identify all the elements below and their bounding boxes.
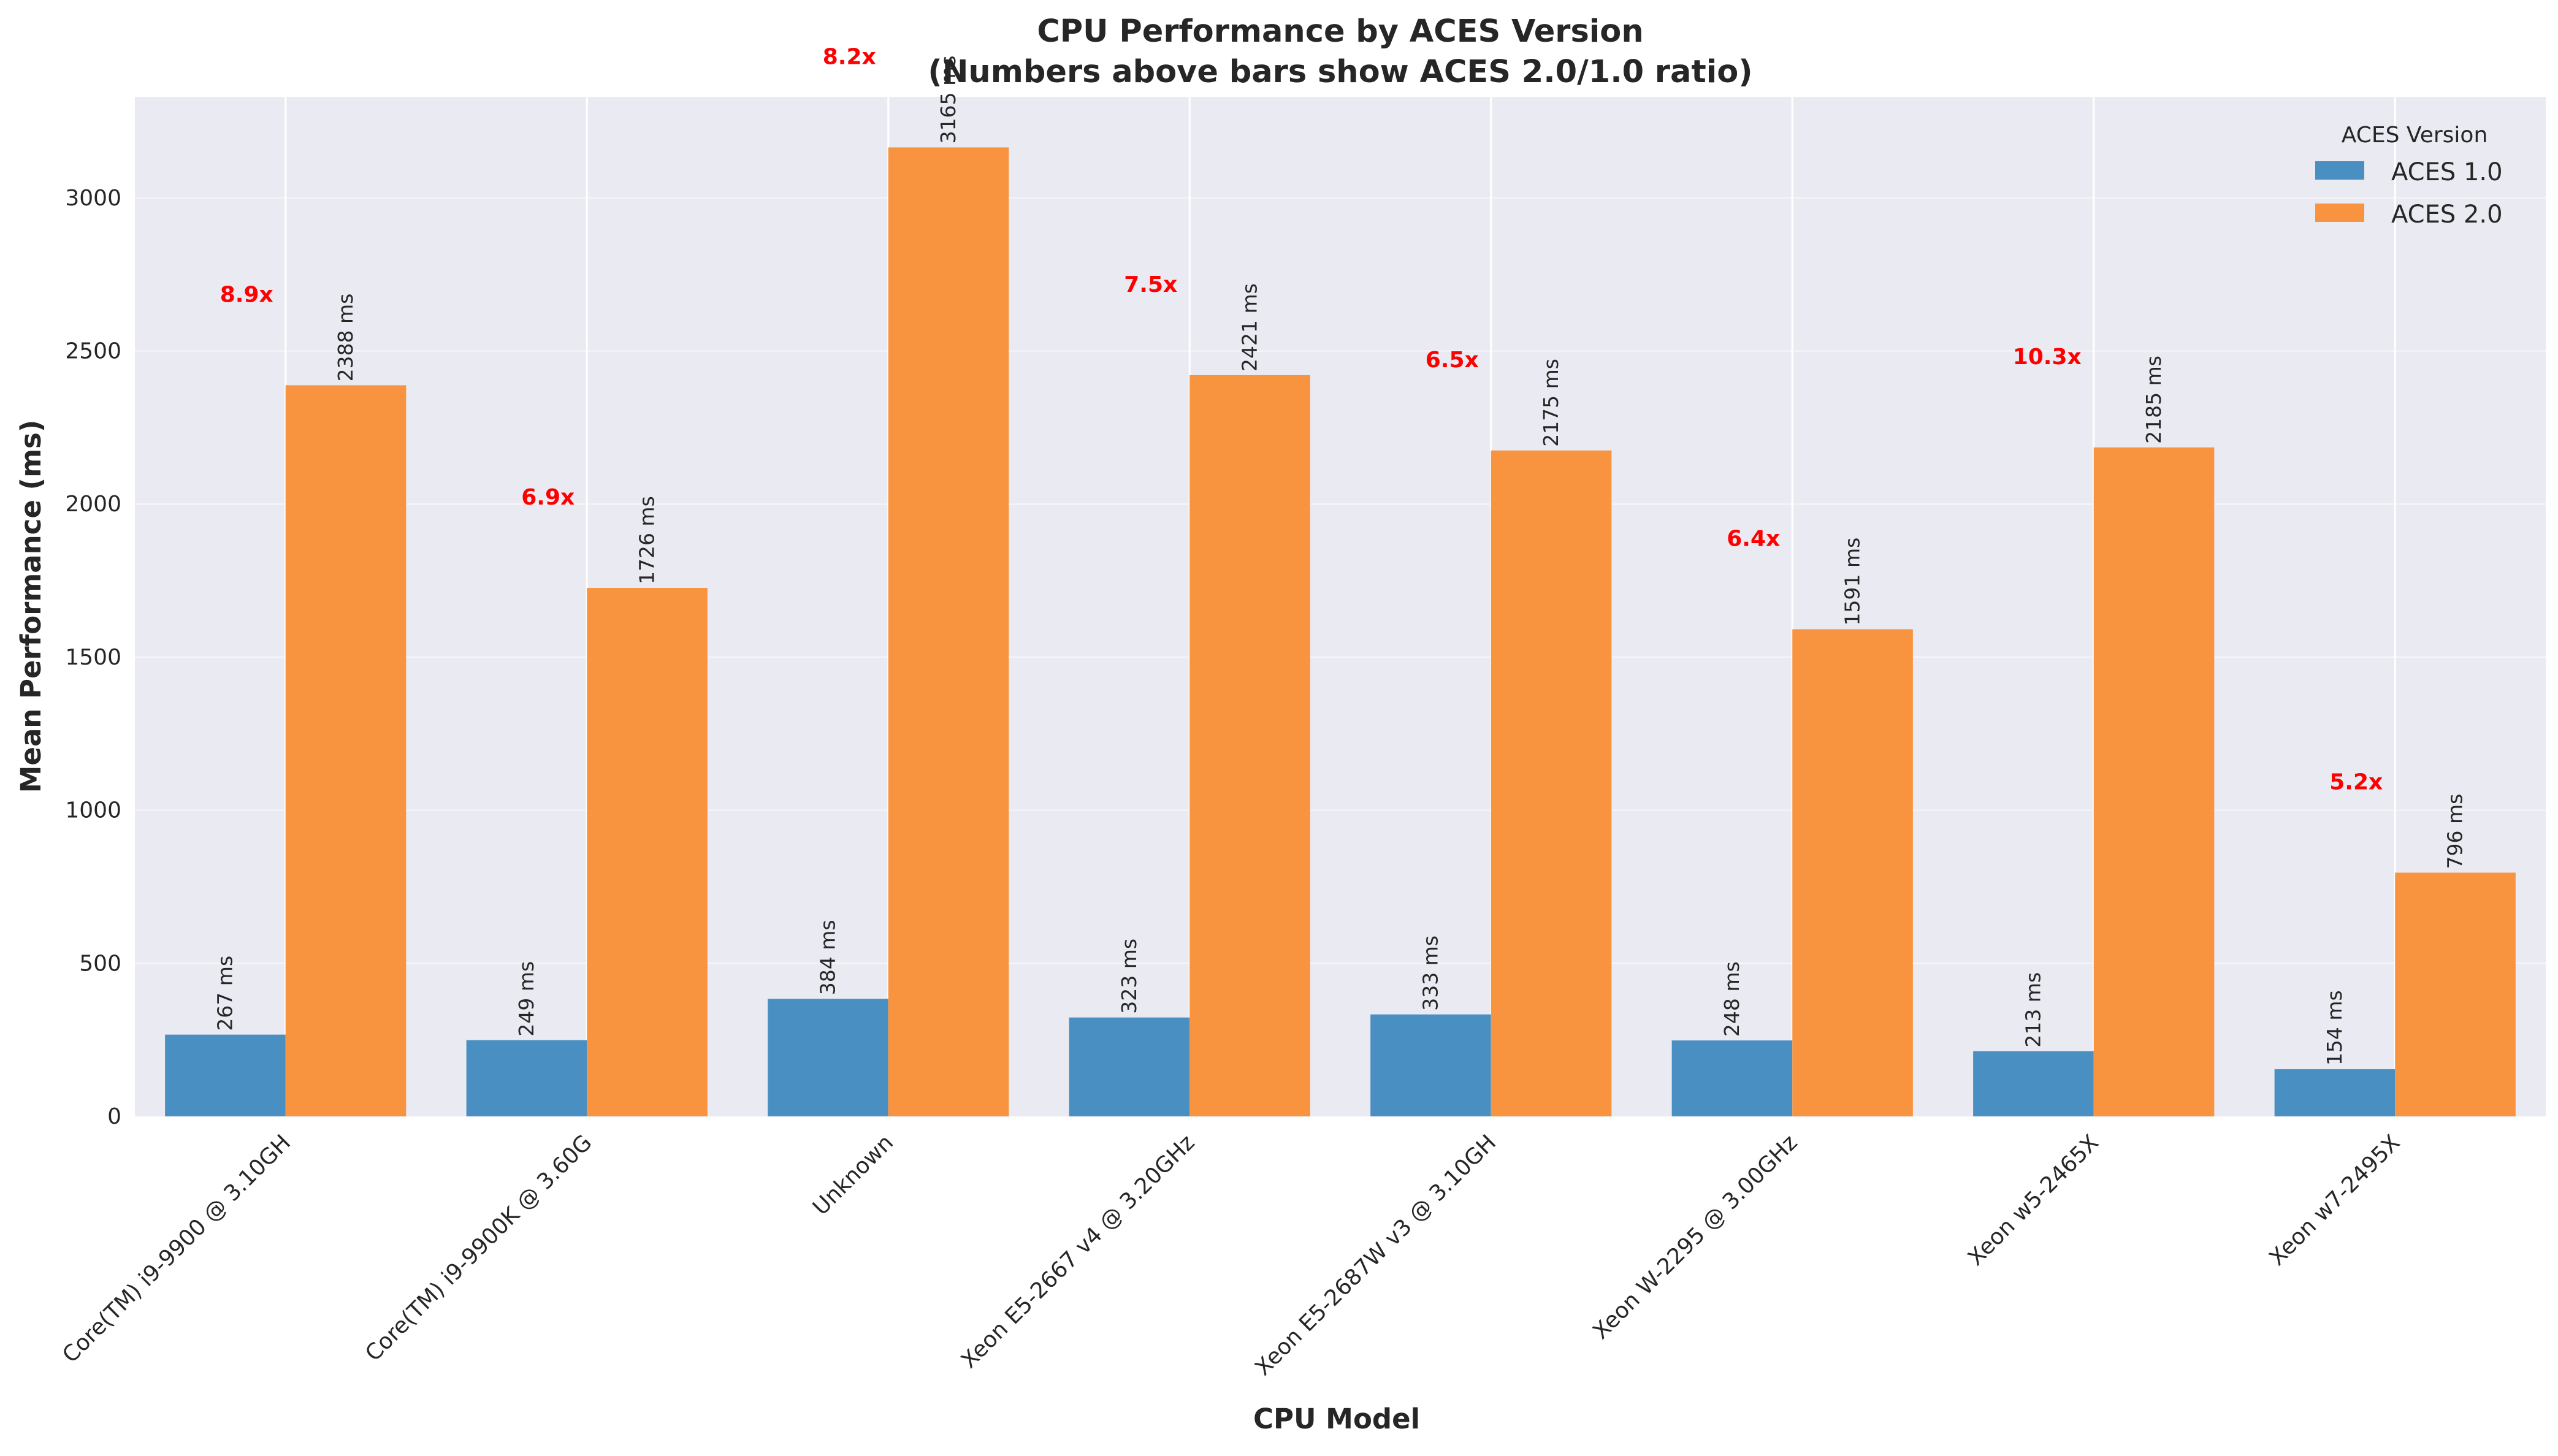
- bar-value-label: 333 ms: [1418, 936, 1442, 1011]
- ratio-label: 8.2x: [823, 44, 876, 69]
- x-tick-label: Xeon w7-2495X: [2264, 1130, 2405, 1270]
- legend-title: ACES Version: [2342, 123, 2488, 148]
- legend: ACES Version ACES 1.0 ACES 2.0: [2315, 123, 2503, 229]
- legend-label-aces-1: ACES 1.0: [2391, 158, 2503, 186]
- y-tick-label: 1000: [65, 798, 121, 823]
- legend-swatch-aces-1: [2315, 161, 2364, 180]
- bar-aces-1: [1671, 1040, 1793, 1116]
- bar-aces-2: [285, 385, 407, 1116]
- bar-aces-1: [466, 1040, 587, 1116]
- bar-aces-2: [888, 147, 1009, 1117]
- bar-value-label: 267 ms: [213, 956, 237, 1031]
- bar-value-label: 249 ms: [514, 961, 538, 1037]
- ratio-label: 6.4x: [1727, 526, 1780, 551]
- bar-aces-1: [165, 1034, 286, 1116]
- bar-value-label: 1726 ms: [635, 496, 659, 584]
- ratio-label: 7.5x: [1124, 272, 1177, 297]
- legend-label-aces-2: ACES 2.0: [2391, 200, 2503, 229]
- ratio-label: 6.5x: [1426, 348, 1479, 373]
- y-axis-label: Mean Performance (ms): [15, 420, 47, 793]
- bar-value-label: 2185 ms: [2142, 356, 2166, 444]
- bar-value-label: 3165 ms: [936, 56, 960, 144]
- bar-aces-1: [1370, 1014, 1491, 1116]
- ratio-label: 8.9x: [220, 282, 273, 307]
- bar-value-label: 2421 ms: [1238, 283, 1262, 372]
- bar-aces-2: [587, 588, 708, 1116]
- bar-value-label: 2388 ms: [334, 294, 357, 382]
- bar-value-label: 384 ms: [815, 920, 839, 995]
- bar-value-label: 213 ms: [2021, 972, 2045, 1048]
- x-tick-label: Core(TM) i9-9900K @ 3.60G: [361, 1130, 597, 1366]
- bar-aces-2: [2395, 872, 2516, 1116]
- bar-aces-1: [1069, 1017, 1190, 1116]
- x-tick-label: Core(TM) i9-9900 @ 3.10GH: [58, 1130, 296, 1368]
- ratio-label: 10.3x: [2013, 345, 2082, 370]
- ratio-label: 5.2x: [2329, 769, 2383, 795]
- x-tick-label: Xeon E5-2667 v4 @ 3.20GHz: [956, 1130, 1200, 1373]
- bar-aces-2: [1491, 450, 1612, 1116]
- x-tick-label: Xeon E5-2687W v3 @ 3.10GH: [1250, 1130, 1501, 1381]
- bar-value-label: 1591 ms: [1841, 538, 1865, 626]
- chart-title: CPU Performance by ACES Version: [1037, 13, 1643, 50]
- x-axis-label: CPU Model: [1253, 1403, 1420, 1435]
- y-tick-label: 2500: [65, 339, 121, 364]
- bar-aces-2: [1189, 375, 1310, 1116]
- ratio-label: 6.9x: [521, 485, 575, 510]
- bar-aces-2: [2093, 447, 2215, 1117]
- legend-swatch-aces-2: [2315, 204, 2364, 222]
- x-tick-label: Xeon w5-2465X: [1963, 1130, 2104, 1270]
- bar-value-label: 248 ms: [1720, 961, 1744, 1037]
- bar-aces-2: [1792, 629, 1913, 1116]
- x-tick-label: Xeon W-2295 @ 3.00GHz: [1588, 1130, 1802, 1344]
- bar-value-label: 323 ms: [1117, 939, 1141, 1014]
- y-tick-label: 0: [107, 1104, 121, 1129]
- chart-subtitle: (Numbers above bars show ACES 2.0/1.0 ra…: [928, 54, 1752, 90]
- bars-layer: [165, 147, 2516, 1117]
- x-tick-label: Unknown: [808, 1130, 898, 1220]
- bar-aces-1: [1973, 1051, 2094, 1116]
- bar-aces-1: [768, 999, 888, 1116]
- bar-value-label: 2175 ms: [1539, 359, 1563, 447]
- bar-value-label: 796 ms: [2443, 794, 2467, 869]
- bar-aces-1: [2274, 1069, 2396, 1116]
- y-tick-label: 3000: [65, 186, 121, 211]
- bar-value-label: 154 ms: [2323, 990, 2346, 1065]
- y-tick-label: 2000: [65, 492, 121, 517]
- labels-layer: 267 ms 249 ms 384 ms 323 ms 333 ms 248 ms 213 …: [213, 44, 2467, 1065]
- y-tick-label: 500: [79, 951, 121, 976]
- y-tick-label: 1500: [65, 645, 121, 670]
